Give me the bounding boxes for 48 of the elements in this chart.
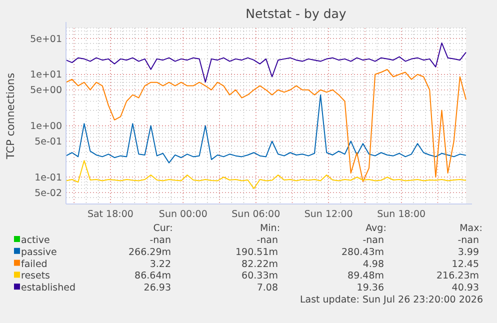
- text: 280.43m: [342, 246, 384, 258]
- y-axis-title: TCP connections: [5, 72, 17, 160]
- legend-label: resets: [21, 270, 50, 282]
- text: 4.98: [362, 258, 384, 270]
- text: 3.99: [458, 246, 479, 258]
- y-tick-label: 5e+00: [30, 85, 62, 96]
- line-series: [66, 69, 466, 182]
- text: Max:: [460, 223, 482, 234]
- text: 89.48m: [348, 270, 384, 282]
- text: -nan: [362, 235, 384, 246]
- x-tick-label: Sat 18:00: [87, 209, 134, 220]
- text: 82.22m: [242, 258, 278, 270]
- legend-label: passive: [21, 246, 58, 258]
- text: Cur:: [153, 223, 173, 234]
- y-tick-label: 5e-01: [34, 136, 62, 148]
- text: 19.36: [356, 282, 384, 294]
- line-series: [66, 42, 466, 83]
- text: 60.33m: [242, 270, 278, 282]
- y-tick-label: 1e+01: [30, 70, 62, 81]
- text: 26.93: [144, 282, 171, 294]
- y-tick-label: 5e-02: [34, 188, 62, 199]
- y-tick-label: 5e+01: [30, 34, 62, 45]
- line-series: [66, 160, 466, 190]
- y-tick-label: 1e+00: [30, 121, 62, 132]
- y-tick-label: 1e-01: [34, 172, 62, 184]
- text: 40.93: [452, 282, 479, 294]
- chart-title: Netstat - by day: [246, 6, 347, 21]
- text: 12.45: [452, 258, 479, 270]
- text: 216.23m: [436, 270, 479, 282]
- legend-label: active: [21, 235, 50, 246]
- x-tick-label: Sun 06:00: [232, 209, 280, 220]
- text: Avg:: [366, 223, 386, 234]
- text: 266.29m: [128, 246, 171, 258]
- text: Last update: Sun Jul 26 23:20:00 2026: [300, 294, 483, 306]
- x-tick-label: Sun 00:00: [158, 209, 208, 220]
- text: 7.08: [256, 282, 278, 294]
- text: -nan: [458, 235, 479, 246]
- text: -nan: [256, 235, 278, 246]
- x-tick-label: Sun 18:00: [377, 209, 426, 220]
- line-series: [66, 94, 466, 164]
- legend-label: established: [21, 282, 76, 294]
- text: 190.51m: [236, 246, 278, 258]
- text: 3.22: [150, 258, 171, 270]
- text: 86.64m: [134, 270, 171, 282]
- legend-label: failed: [21, 258, 48, 270]
- text: -nan: [150, 235, 171, 246]
- text: Min:: [260, 223, 280, 234]
- x-tick-label: Sun 12:00: [304, 209, 353, 220]
